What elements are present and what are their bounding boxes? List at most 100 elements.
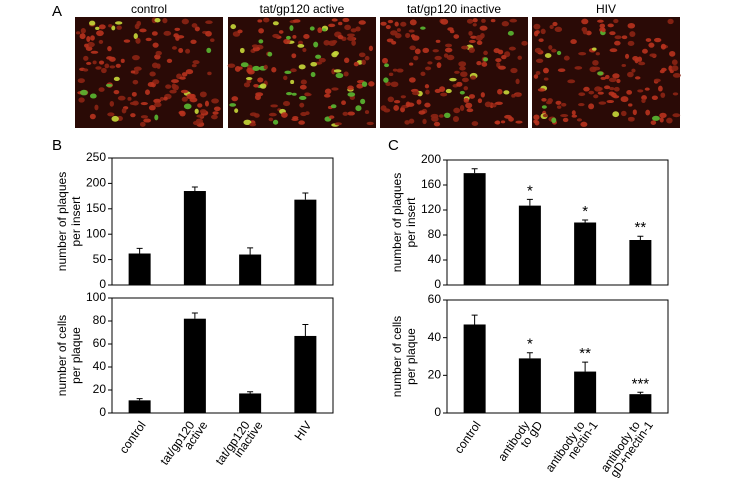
cell xyxy=(131,91,137,97)
cell xyxy=(470,75,477,80)
cell xyxy=(245,77,253,81)
cell xyxy=(82,68,89,72)
cell xyxy=(111,115,119,122)
cell xyxy=(353,61,359,67)
y-tick-label: 200 xyxy=(421,152,441,166)
cell xyxy=(105,83,113,87)
cell xyxy=(393,100,401,104)
cell xyxy=(597,71,604,76)
cell xyxy=(445,43,453,48)
cell xyxy=(342,111,349,116)
error-bar xyxy=(191,186,198,192)
cell xyxy=(588,90,595,95)
cell xyxy=(650,120,657,125)
plot-frame xyxy=(446,299,669,414)
x-tick-label: control xyxy=(117,419,149,457)
cell xyxy=(155,50,162,56)
cell xyxy=(632,56,639,61)
cell xyxy=(380,105,387,111)
cell xyxy=(347,35,355,42)
plot-frame xyxy=(111,157,334,286)
bar xyxy=(183,318,206,413)
cell xyxy=(154,54,161,60)
cell xyxy=(580,121,588,127)
cell xyxy=(391,40,397,45)
cell xyxy=(637,89,644,93)
cell xyxy=(627,71,634,78)
cell xyxy=(393,105,400,111)
cell xyxy=(497,49,504,55)
cell xyxy=(180,89,189,94)
cell xyxy=(648,42,655,48)
cell xyxy=(162,17,168,24)
cell xyxy=(589,66,597,73)
cell xyxy=(672,92,679,96)
cell xyxy=(644,87,650,91)
cell xyxy=(194,108,199,114)
cell xyxy=(199,109,207,114)
cell xyxy=(132,100,139,106)
cell xyxy=(292,19,301,23)
significance: * xyxy=(527,182,533,199)
cell xyxy=(284,70,292,74)
cell xyxy=(548,45,553,50)
cell xyxy=(84,43,89,48)
cell xyxy=(535,58,544,63)
cell xyxy=(166,58,173,63)
cell xyxy=(475,35,483,41)
cell xyxy=(408,29,415,33)
cell xyxy=(514,93,522,98)
y-tick-label: 0 xyxy=(434,405,441,419)
error-bar xyxy=(582,361,589,372)
cell xyxy=(133,33,138,40)
cell xyxy=(621,35,628,40)
cell xyxy=(463,86,469,91)
cell xyxy=(169,89,177,94)
cell xyxy=(454,70,460,74)
cell xyxy=(661,67,667,72)
cell xyxy=(460,71,468,78)
cell xyxy=(481,18,486,23)
cell xyxy=(140,101,148,106)
y-axis-label: number of cells xyxy=(390,316,404,397)
cell xyxy=(472,18,478,23)
cell xyxy=(431,116,439,122)
cell xyxy=(291,117,299,122)
cell xyxy=(115,21,123,25)
cell xyxy=(283,75,288,81)
cell xyxy=(347,85,354,91)
cell xyxy=(396,68,404,73)
cell xyxy=(420,26,426,30)
cell xyxy=(593,94,599,99)
cell xyxy=(501,21,510,27)
y-axis-label: per insert xyxy=(69,196,83,247)
cell xyxy=(507,30,514,36)
cell xyxy=(323,39,330,46)
cell xyxy=(299,102,305,108)
image-label: tat/gp120 inactive xyxy=(407,2,501,16)
cell xyxy=(405,101,411,108)
cell xyxy=(388,72,394,77)
cell xyxy=(476,40,483,46)
cell xyxy=(551,117,557,124)
cell xyxy=(483,50,488,56)
cell xyxy=(418,110,426,115)
cell xyxy=(621,110,627,117)
cell xyxy=(533,119,538,124)
cell xyxy=(642,48,648,54)
cell xyxy=(271,67,277,73)
cell xyxy=(79,89,88,96)
cell xyxy=(449,77,457,82)
cell xyxy=(343,71,349,77)
y-tick-label: 40 xyxy=(428,330,442,344)
cell xyxy=(139,28,147,33)
cell xyxy=(210,38,215,42)
cell xyxy=(404,120,410,125)
cell xyxy=(424,102,431,108)
cell xyxy=(628,103,633,107)
y-axis-label: number of plaques xyxy=(55,172,69,271)
cell xyxy=(206,47,212,53)
cell xyxy=(297,40,304,45)
cell xyxy=(267,51,273,57)
y-tick-label: 150 xyxy=(86,201,106,215)
